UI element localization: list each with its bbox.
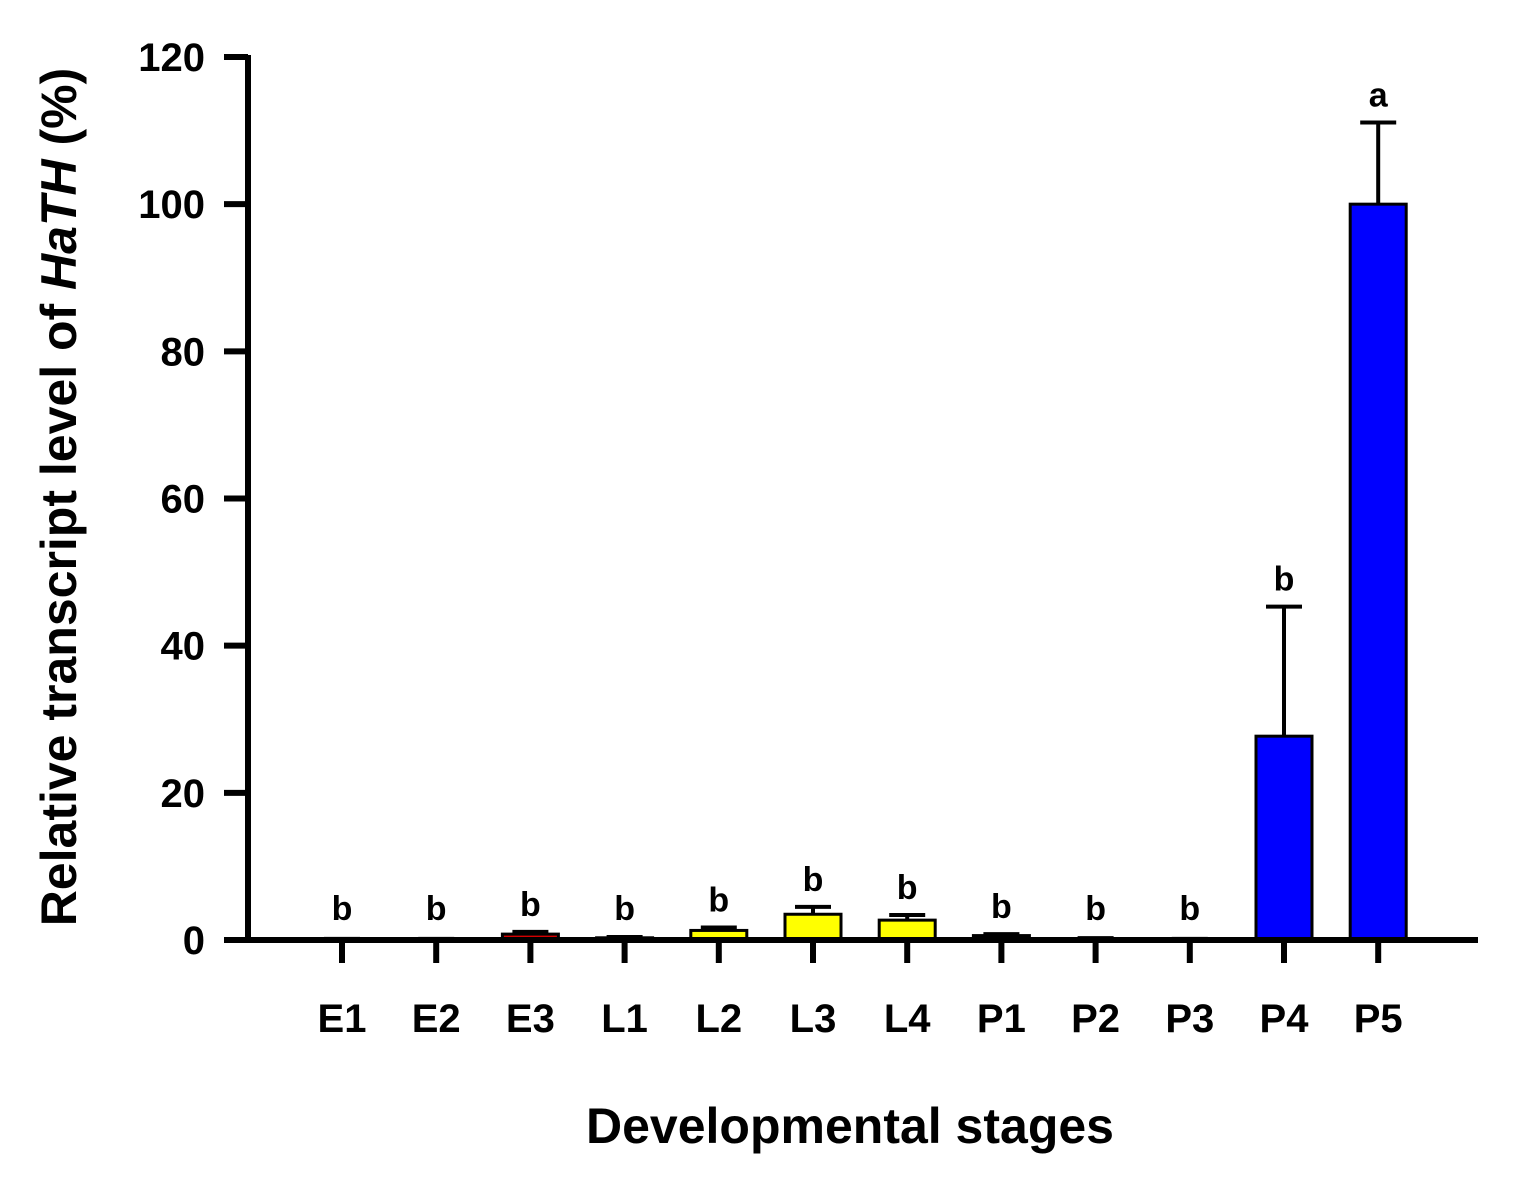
x-tick-label-P3: P3 bbox=[1165, 997, 1214, 1041]
significance-label-P4: b bbox=[1274, 561, 1295, 599]
significance-label-E1: b bbox=[332, 890, 353, 928]
x-tick-label-E1: E1 bbox=[318, 997, 367, 1041]
significance-label-L2: b bbox=[708, 881, 729, 919]
significance-label-L4: b bbox=[897, 869, 918, 907]
bar-P5 bbox=[1348, 202, 1408, 942]
y-tick-label: 60 bbox=[161, 478, 206, 522]
y-tick-label: 80 bbox=[161, 330, 206, 374]
x-tick-label-L2: L2 bbox=[695, 997, 742, 1041]
y-tick-label: 20 bbox=[161, 772, 206, 816]
bar-L3 bbox=[783, 912, 843, 942]
x-tick-label-L4: L4 bbox=[884, 997, 931, 1041]
x-tick-label-E3: E3 bbox=[506, 997, 555, 1041]
significance-label-P3: b bbox=[1179, 890, 1200, 928]
x-tick-label-P4: P4 bbox=[1260, 997, 1310, 1041]
y-axis-title-suffix: (%) bbox=[31, 68, 87, 160]
y-tick-label: 100 bbox=[138, 183, 205, 227]
significance-label-L1: b bbox=[614, 890, 635, 928]
x-tick-label-P5: P5 bbox=[1354, 997, 1403, 1041]
x-tick-label-P2: P2 bbox=[1071, 997, 1120, 1041]
significance-label-E3: b bbox=[520, 886, 541, 924]
y-axis-title-gene: HaTH bbox=[31, 158, 87, 289]
x-tick-label-P1: P1 bbox=[977, 997, 1026, 1041]
y-tick-label: 120 bbox=[138, 36, 205, 80]
x-tick-label-L1: L1 bbox=[601, 997, 648, 1041]
y-axis-title: Relative transcript level of HaTH (%) bbox=[31, 68, 87, 927]
x-tick-label-L3: L3 bbox=[790, 997, 837, 1041]
y-tick-label: 40 bbox=[161, 625, 206, 669]
significance-label-L3: b bbox=[803, 861, 824, 899]
x-tick-label-E2: E2 bbox=[412, 997, 461, 1041]
y-tick-label: 0 bbox=[183, 919, 205, 963]
y-axis-title-prefix: Relative transcript level of bbox=[31, 290, 87, 926]
plot-area: 0 20 40 60 80 100 120 b E1 b E2 b E3 b L1 b L2 b L3 b L4 b P1 b… bbox=[138, 36, 1478, 1041]
significance-label-P1: b bbox=[991, 888, 1012, 926]
significance-label-P5: a bbox=[1369, 76, 1389, 114]
bar-P4 bbox=[1254, 734, 1314, 942]
x-axis-title: Developmental stages bbox=[586, 1098, 1114, 1154]
y-axis-title-text: Relative transcript level of HaTH (%) bbox=[31, 68, 87, 927]
significance-label-E2: b bbox=[426, 890, 447, 928]
significance-label-P2: b bbox=[1085, 890, 1106, 928]
